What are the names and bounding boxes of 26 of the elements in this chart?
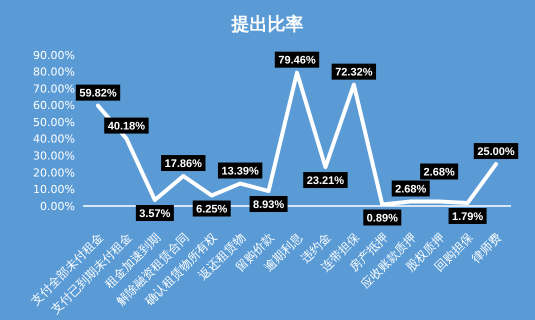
data-label: 25.00% xyxy=(477,146,515,158)
y-tick-label: 70.00% xyxy=(33,82,75,96)
data-label: 1.79% xyxy=(452,210,484,223)
y-tick-label: 10.00% xyxy=(33,183,75,196)
data-label: 79.46% xyxy=(278,54,316,67)
data-label: 2.68% xyxy=(395,183,427,196)
y-tick-label: 40.00% xyxy=(33,132,75,146)
y-tick-label: 30.00% xyxy=(33,150,75,163)
chart-title: 提出比率 xyxy=(230,14,304,35)
y-tick-label: 60.00% xyxy=(33,99,75,112)
y-tick-label: 50.00% xyxy=(33,116,75,129)
data-label: 6.25% xyxy=(196,203,228,216)
data-label: 23.21% xyxy=(306,174,344,187)
y-tick-label: 0.00% xyxy=(40,200,75,213)
data-label: 40.18% xyxy=(108,120,146,132)
data-label: 17.86% xyxy=(164,158,202,170)
y-tick-label: 90.00% xyxy=(33,48,75,62)
data-label: 2.68% xyxy=(424,166,455,178)
data-label: 3.57% xyxy=(139,208,171,220)
y-tick-label: 20.00% xyxy=(33,166,75,180)
data-label: 59.82% xyxy=(79,87,117,100)
data-label: 0.89% xyxy=(366,212,398,224)
y-tick-label: 80.00% xyxy=(33,66,75,79)
data-label: 13.39% xyxy=(221,165,260,178)
data-label: 8.93% xyxy=(252,198,284,211)
data-label: 72.32% xyxy=(335,66,373,79)
